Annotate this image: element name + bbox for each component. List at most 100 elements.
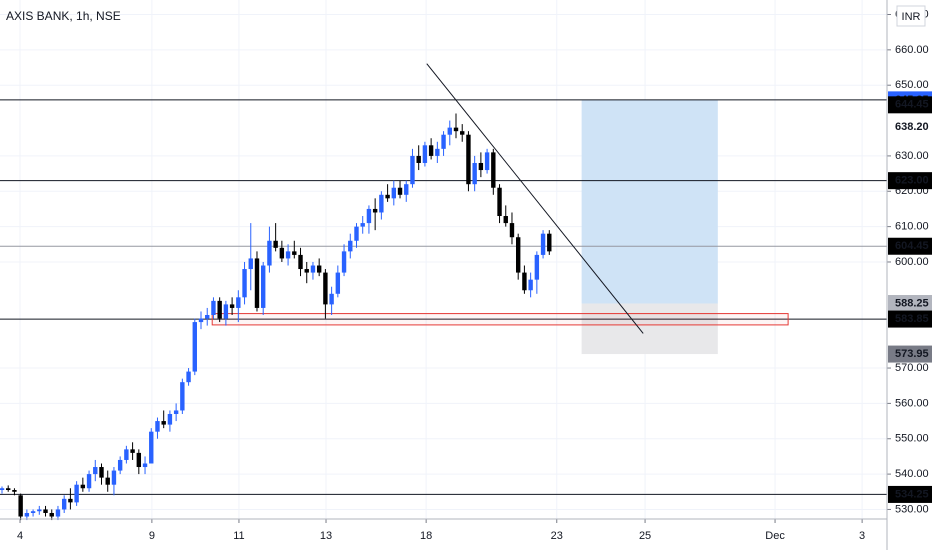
- candle-body: [404, 184, 409, 195]
- candle-body: [30, 511, 36, 513]
- currency[interactable]: INR: [902, 11, 921, 23]
- candle-body: [80, 484, 86, 489]
- candle-body: [205, 315, 210, 319]
- candle-body: [298, 254, 303, 270]
- candle-body: [267, 240, 272, 266]
- x-tick-label: 23: [551, 530, 563, 542]
- candle-body: [105, 477, 110, 485]
- price-label: 573.95: [895, 348, 929, 360]
- y-tick-label: 630.00: [895, 150, 929, 162]
- price-label: 638.20: [895, 121, 929, 133]
- y-tick-label: 530.00: [895, 503, 929, 515]
- candle-body: [99, 467, 104, 478]
- candle-body: [522, 272, 527, 291]
- candle-body: [229, 304, 235, 308]
- candle-body: [416, 155, 421, 163]
- candle-body: [491, 152, 496, 188]
- candle-body: [441, 134, 446, 149]
- x-tick-label: 4: [17, 530, 23, 542]
- price-label: 588.25: [895, 297, 929, 309]
- x-tick-label: Dec: [765, 530, 785, 542]
- candle-body: [391, 187, 397, 199]
- y-tick-label: 570.00: [895, 362, 929, 374]
- candle-body: [111, 470, 117, 485]
- candle-body: [180, 382, 185, 411]
- candle-body: [68, 498, 73, 503]
- candle-body: [43, 509, 48, 513]
- candle-body: [130, 449, 135, 453]
- candle-body: [428, 145, 434, 156]
- candle-body: [6, 488, 11, 491]
- candle-body: [242, 269, 247, 298]
- price-label-box: [888, 485, 932, 503]
- candle-body: [366, 208, 372, 224]
- y-tick-label: 540.00: [895, 468, 929, 480]
- candle-body: [385, 194, 390, 199]
- candle-body: [254, 258, 260, 308]
- x-tick-label: 11: [233, 530, 244, 542]
- chart-title: AXIS BANK, 1h, NSE: [6, 9, 121, 23]
- candle-body: [509, 223, 515, 238]
- candle-body: [484, 152, 490, 171]
- candle-body: [74, 484, 79, 503]
- x-tick-label: 13: [320, 530, 332, 542]
- candle-body: [310, 265, 316, 273]
- candle-body: [0, 488, 5, 491]
- y-tick-label: 660.00: [895, 44, 929, 56]
- candle-body: [12, 490, 17, 492]
- candle-body: [335, 272, 341, 294]
- candle-body: [478, 162, 484, 171]
- y-tick-label: 610.00: [895, 221, 929, 233]
- candle-body: [55, 509, 61, 517]
- candle-body: [279, 247, 285, 259]
- price-label: 583.85: [895, 313, 929, 325]
- candle-body: [117, 459, 123, 471]
- candle-body: [217, 300, 222, 319]
- candle-body: [61, 498, 67, 510]
- candle-body: [192, 322, 197, 372]
- candle-body: [528, 279, 533, 291]
- candle-body: [173, 410, 179, 414]
- candle-body: [49, 512, 54, 517]
- candle-body: [273, 240, 278, 248]
- price-label-box: [888, 345, 932, 363]
- price-label-box: [888, 118, 932, 136]
- candle-body: [323, 272, 328, 305]
- candle-body: [348, 240, 353, 252]
- candle-body: [435, 148, 440, 156]
- candle-body: [211, 300, 216, 316]
- y-tick-label: 600.00: [895, 256, 929, 268]
- candle-body: [86, 474, 92, 489]
- candle-body: [142, 463, 148, 468]
- x-tick-label: 9: [149, 530, 155, 542]
- candle-body: [410, 155, 415, 185]
- y-tick-label: 550.00: [895, 433, 929, 445]
- candle-body: [149, 431, 154, 464]
- candle-body: [329, 293, 334, 305]
- price-label-box: [888, 310, 932, 328]
- candle-body: [316, 265, 322, 273]
- candle-body: [261, 265, 266, 308]
- zone: [211, 313, 789, 326]
- candle-body: [161, 421, 166, 425]
- candle-body: [547, 233, 552, 252]
- candle-body: [304, 269, 309, 273]
- price-label-box: [888, 172, 932, 190]
- candle-body: [236, 297, 241, 308]
- candle-body: [354, 226, 359, 241]
- candle-body: [447, 127, 452, 135]
- candle-body: [466, 134, 471, 185]
- candle-body: [503, 216, 508, 224]
- candle-body: [397, 187, 403, 195]
- x-tick-label: 18: [420, 530, 432, 542]
- candle-body: [18, 495, 23, 517]
- price-label: 604.45: [895, 240, 929, 252]
- price-label-box: [888, 295, 932, 313]
- currency-box[interactable]: [896, 5, 926, 27]
- price-label: 623.00: [895, 175, 929, 187]
- candle-body: [93, 467, 98, 475]
- candle-body: [453, 127, 459, 132]
- candle-body: [540, 233, 546, 255]
- x-tick-label: 25: [639, 530, 651, 542]
